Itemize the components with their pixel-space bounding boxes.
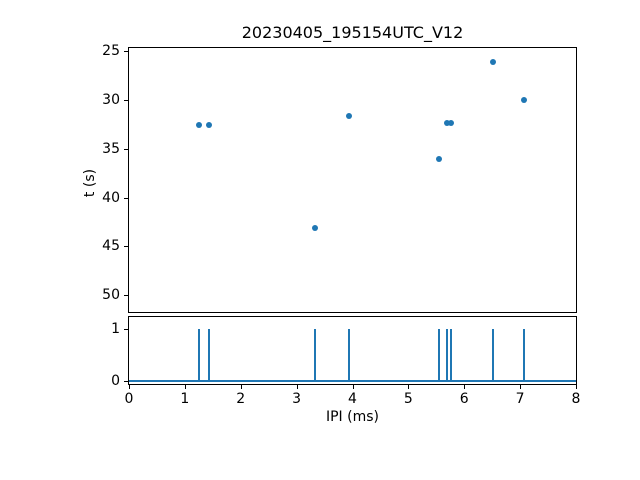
scatter-axes (128, 47, 577, 313)
scatter-point (206, 122, 213, 129)
x-tick-label: 6 (459, 391, 469, 407)
y-tick-mark (124, 329, 128, 330)
spike-line (347, 328, 350, 383)
x-tick-mark (297, 385, 298, 389)
x-tick-mark (464, 385, 465, 389)
x-tick-label: 0 (124, 391, 134, 407)
spike-line (313, 328, 316, 383)
scatter-point (447, 119, 454, 126)
spike-axes (128, 316, 577, 385)
scatter-point (345, 112, 352, 119)
y-tick-label: 50 (102, 287, 120, 304)
x-tick-mark (185, 385, 186, 389)
y-tick-mark (124, 100, 128, 101)
x-tick-mark (129, 385, 130, 389)
y-tick-mark (124, 198, 128, 199)
scatter-point (311, 224, 318, 231)
x-tick-label: 7 (515, 391, 525, 407)
x-tick-mark (241, 385, 242, 389)
y-tick-mark (124, 51, 128, 52)
y-tick-label: 35 (102, 140, 120, 157)
x-tick-label: 5 (403, 391, 413, 407)
spike-line (208, 328, 211, 383)
y-tick-label: 25 (102, 43, 120, 60)
y-tick-mark (124, 246, 128, 247)
spike-line (491, 328, 494, 383)
x-tick-label: 8 (571, 391, 581, 407)
x-tick-label: 2 (236, 391, 246, 407)
spike-line (198, 328, 201, 383)
y-tick-label: 1 (111, 320, 120, 337)
scatter-point (444, 119, 451, 126)
x-tick-mark (353, 385, 354, 389)
chart-title: 20230405_195154UTC_V12 (241, 23, 464, 42)
y-tick-mark (124, 149, 128, 150)
y-tick-label: 30 (102, 92, 120, 109)
x-tick-label: 3 (292, 391, 302, 407)
spike-line (449, 328, 452, 383)
spike-line (523, 328, 526, 383)
y-tick-label: 0 (111, 373, 120, 390)
x-tick-mark (408, 385, 409, 389)
x-tick-label: 4 (348, 391, 357, 407)
scatter-point (196, 122, 203, 129)
y-tick-label: 45 (102, 238, 120, 255)
scatter-point (489, 59, 496, 66)
y-tick-mark (124, 295, 128, 296)
y-tick-mark (124, 381, 128, 382)
x-tick-label: 1 (180, 391, 190, 407)
spike-line (446, 328, 449, 383)
x-axis-label: IPI (ms) (325, 409, 379, 425)
baseline-line (129, 380, 576, 383)
x-tick-mark (520, 385, 521, 389)
x-tick-mark (576, 385, 577, 389)
y-tick-label: 40 (102, 189, 120, 206)
scatter-point (435, 155, 442, 162)
spike-line (437, 328, 440, 383)
scatter-point (521, 97, 528, 104)
